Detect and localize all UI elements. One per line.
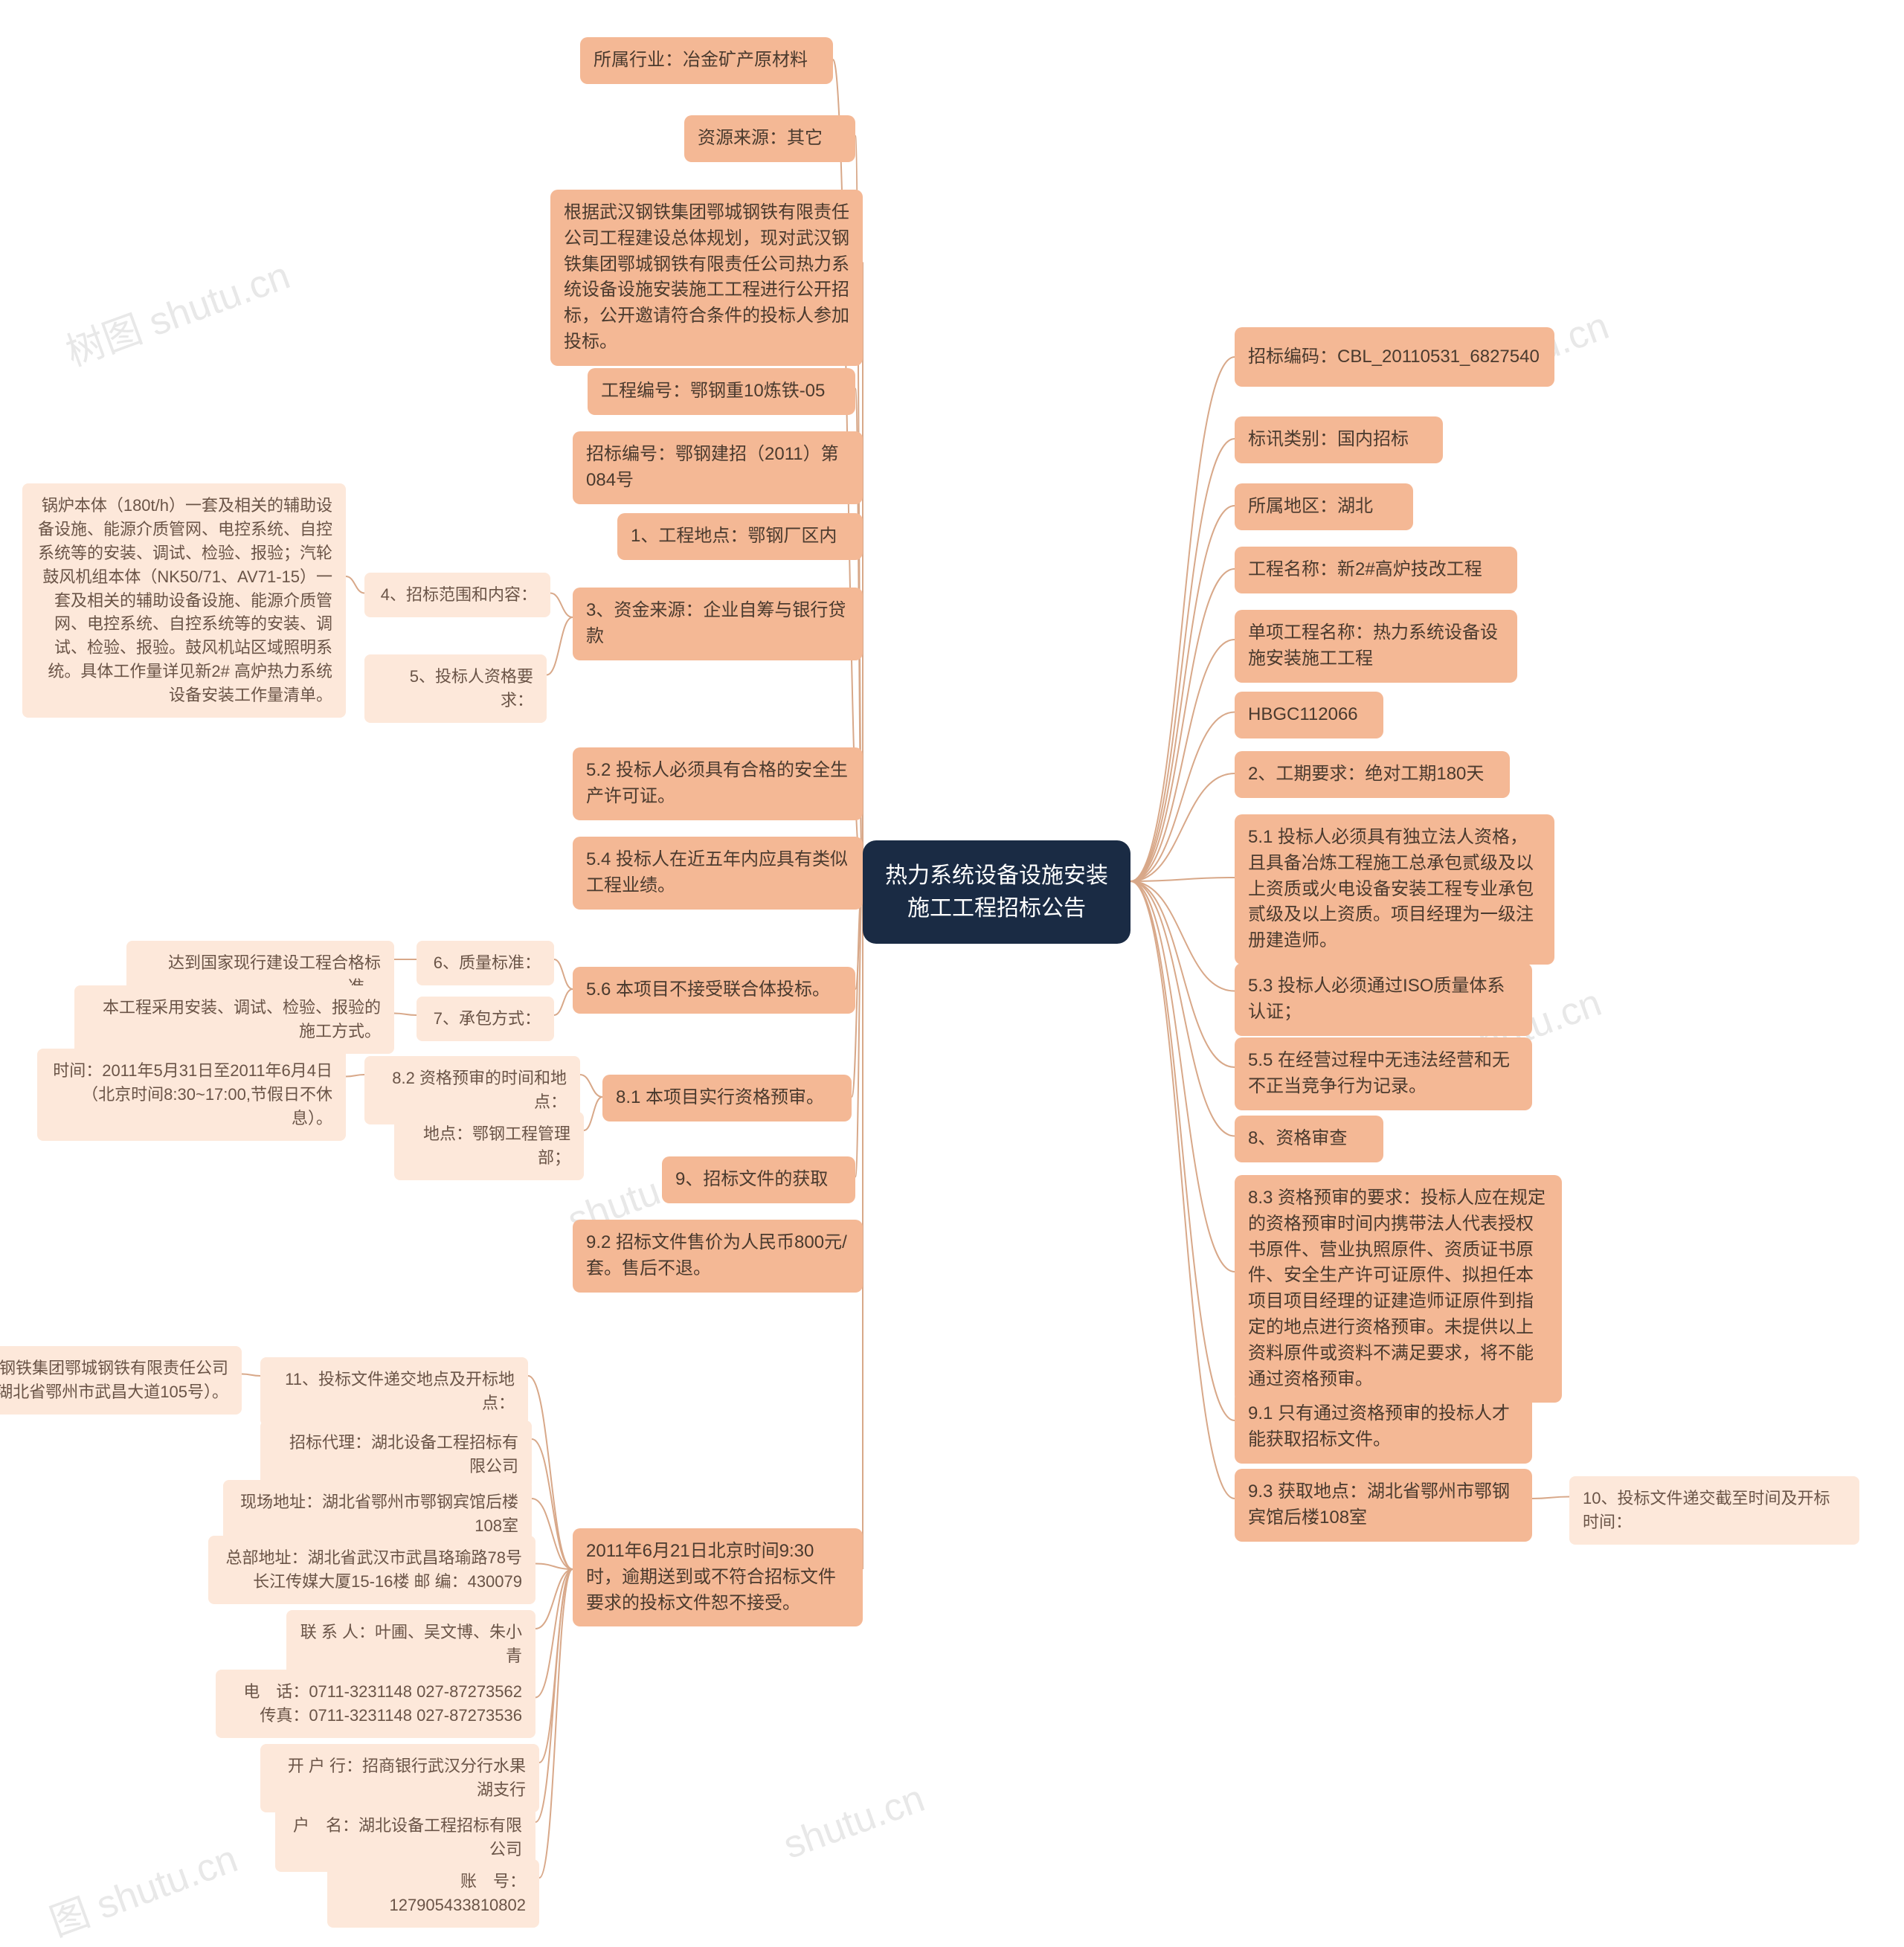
mindmap-edge: [1130, 881, 1235, 1420]
mindmap-node[interactable]: 1、工程地点：鄂钢厂区内: [617, 513, 863, 560]
mindmap-node[interactable]: 5.6 本项目不接受联合体投标。: [573, 967, 855, 1014]
mindmap-edge: [1130, 506, 1235, 881]
mindmap-node[interactable]: 5.2 投标人必须具有合格的安全生产许可证。: [573, 747, 863, 820]
mindmap-edge: [1532, 1497, 1569, 1499]
mindmap-node[interactable]: 单项工程名称：热力系统设备设施安装施工工程: [1235, 610, 1517, 683]
mindmap-edge: [1130, 881, 1235, 1499]
mindmap-stage: 树图 shutu.cnshutu.cnshutu.cnshutu.cn图 shu…: [0, 0, 1904, 1935]
mindmap-edge: [1130, 878, 1235, 881]
mindmap-node[interactable]: 工程名称：新2#高炉技改工程: [1235, 547, 1517, 593]
mindmap-edge: [1130, 881, 1235, 1272]
mindmap-edge: [536, 1569, 573, 1698]
mindmap-node[interactable]: 8.1 本项目实行资格预审。: [602, 1075, 852, 1121]
mindmap-edge: [532, 1499, 573, 1569]
mindmap-node[interactable]: 5、投标人资格要求：: [364, 654, 547, 723]
mindmap-node[interactable]: 标讯类别：国内招标: [1235, 416, 1443, 463]
mindmap-edge: [346, 1075, 364, 1077]
mindmap-node[interactable]: 6、质量标准：: [416, 941, 554, 985]
mindmap-node[interactable]: 工程编号：鄂钢重10炼铁-05: [588, 368, 855, 415]
mindmap-node[interactable]: 5.1 投标人必须具有独立法人资格，且具备冶炼工程施工总承包贰级及以上资质或火电…: [1235, 814, 1554, 965]
mindmap-node[interactable]: 所属地区：湖北: [1235, 483, 1413, 530]
mindmap-edge: [580, 1075, 602, 1097]
mindmap-node[interactable]: 资源来源：其它: [684, 115, 855, 162]
mindmap-node[interactable]: 账 号：127905433810802: [327, 1859, 539, 1928]
mindmap-edge: [554, 989, 573, 1015]
mindmap-node[interactable]: 本工程采用安装、调试、检验、报验的施工方式。: [74, 985, 394, 1054]
mindmap-edge: [346, 576, 364, 593]
mindmap-edge: [1130, 357, 1235, 881]
mindmap-edge: [1130, 881, 1235, 1136]
mindmap-node[interactable]: 招标编号：鄂钢建招（2011）第084号: [573, 431, 863, 504]
mindmap-node[interactable]: HBGC112066: [1235, 692, 1383, 738]
mindmap-edge: [550, 593, 573, 618]
mindmap-edge: [536, 1564, 573, 1570]
mindmap-node[interactable]: 9.2 招标文件售价为人民币800元/套。售后不退。: [573, 1220, 863, 1293]
mindmap-node[interactable]: 联 系 人：叶圃、吴文博、朱小青: [286, 1610, 536, 1679]
mindmap-node[interactable]: 5.4 投标人在近五年内应具有类似工程业绩。: [573, 837, 863, 910]
center-topic[interactable]: 热力系统设备设施安装施工工程招标公告: [863, 840, 1130, 944]
mindmap-node[interactable]: 11、投标文件递交地点及开标地点：: [260, 1357, 528, 1426]
mindmap-edge: [394, 1014, 416, 1016]
mindmap-node[interactable]: 5.3 投标人必须通过ISO质量体系认证；: [1235, 963, 1532, 1036]
mindmap-node[interactable]: 2、工期要求：绝对工期180天: [1235, 751, 1510, 798]
watermark: 树图 shutu.cn: [57, 244, 297, 376]
mindmap-edge: [532, 1439, 573, 1569]
mindmap-node[interactable]: 电 话：0711-3231148 027-87273562 传真：0711-32…: [216, 1670, 536, 1738]
watermark: 图 shutu.cn: [41, 1827, 244, 1946]
mindmap-node[interactable]: 2011年6月21日北京时间9:30时，逾期送到或不符合招标文件要求的投标文件恕…: [573, 1528, 863, 1626]
mindmap-node[interactable]: 5.5 在经营过程中无违法经营和无不正当竞争行为记录。: [1235, 1037, 1532, 1110]
mindmap-edge: [1130, 773, 1235, 881]
mindmap-node[interactable]: 3、资金来源：企业自筹与银行贷款: [573, 588, 863, 660]
mindmap-edge: [1130, 640, 1235, 881]
mindmap-node[interactable]: 10、投标文件递交截至时间及开标时间：: [1569, 1476, 1859, 1545]
mindmap-node[interactable]: 时间：2011年5月31日至2011年6月4日（北京时间8:30~17:00,节…: [37, 1049, 346, 1141]
mindmap-edge: [547, 617, 573, 675]
mindmap-edge: [539, 1569, 573, 1763]
mindmap-node[interactable]: 所属行业：冶金矿产原材料: [580, 37, 833, 84]
mindmap-edge: [1130, 712, 1235, 882]
mindmap-edge: [1130, 569, 1235, 881]
mindmap-node[interactable]: 9、招标文件的获取: [662, 1156, 855, 1203]
mindmap-node[interactable]: 9.1 只有通过资格预审的投标人才能获取招标文件。: [1235, 1391, 1532, 1464]
mindmap-node[interactable]: 武汉钢铁集团鄂城钢铁有限责任公司（湖北省鄂州市武昌大道105号）。: [0, 1346, 242, 1415]
mindmap-edge: [1130, 881, 1235, 1067]
mindmap-node[interactable]: 根据武汉钢铁集团鄂城钢铁有限责任公司工程建设总体规划，现对武汉钢铁集团鄂城钢铁有…: [550, 190, 863, 366]
mindmap-node[interactable]: 锅炉本体（180t/h）一套及相关的辅助设备设施、能源介质管网、电控系统、自控系…: [22, 483, 346, 718]
mindmap-node[interactable]: 招标编码：CBL_20110531_6827540: [1235, 327, 1554, 387]
mindmap-node[interactable]: 8.3 资格预审的要求：投标人应在规定的资格预审时间内携带法人代表授权书原件、营…: [1235, 1175, 1562, 1403]
mindmap-node[interactable]: 地点：鄂钢工程管理部；: [394, 1112, 584, 1180]
mindmap-edge: [1130, 439, 1235, 881]
watermark: shutu.cn: [778, 1776, 930, 1868]
mindmap-edge: [584, 1097, 602, 1130]
mindmap-edge: [855, 881, 863, 1177]
mindmap-node[interactable]: 开 户 行：招商银行武汉分行水果湖支行: [260, 1744, 539, 1812]
mindmap-edge: [554, 959, 573, 989]
mindmap-node[interactable]: 4、招标范围和内容：: [364, 573, 550, 617]
mindmap-edge: [539, 1569, 573, 1878]
mindmap-node[interactable]: 8、资格审查: [1235, 1116, 1383, 1162]
mindmap-node[interactable]: 总部地址：湖北省武汉市武昌珞瑜路78号长江传媒大厦15-16楼 邮 编：4300…: [208, 1536, 536, 1604]
mindmap-node[interactable]: 9.3 获取地点：湖北省鄂州市鄂钢宾馆后楼108室: [1235, 1469, 1532, 1542]
mindmap-node[interactable]: 7、承包方式：: [416, 997, 554, 1041]
mindmap-edge: [536, 1569, 573, 1629]
mindmap-edge: [242, 1374, 260, 1377]
mindmap-edge: [536, 1569, 573, 1822]
mindmap-edge: [1130, 881, 1235, 991]
mindmap-node[interactable]: 招标代理：湖北设备工程招标有限公司: [260, 1420, 532, 1489]
